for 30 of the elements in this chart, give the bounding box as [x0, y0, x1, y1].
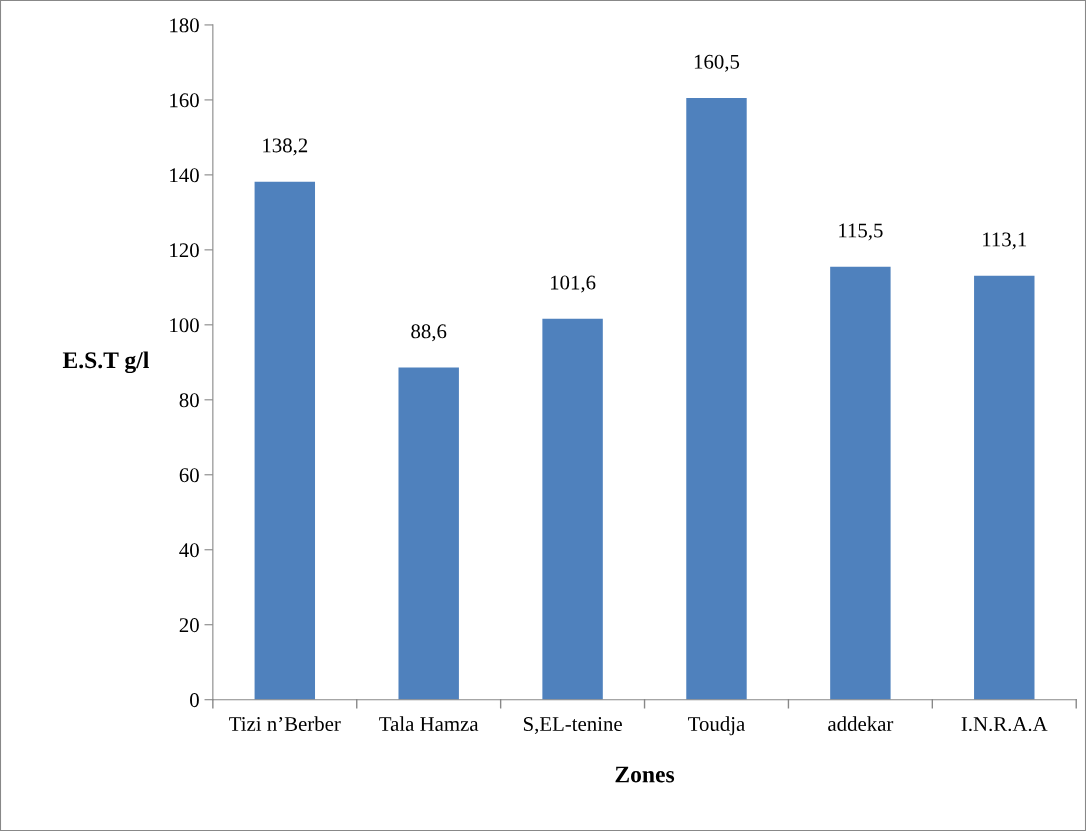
x-tick-label: I.N.R.A.A: [961, 717, 1048, 732]
data-label: 88,6: [411, 324, 447, 342]
y-tick-label: 100: [170, 318, 199, 333]
y-tick-label: 0: [190, 693, 199, 708]
x-tick-label: Toudja: [688, 716, 745, 736]
x-axis-title: Zones: [615, 766, 675, 783]
data-label: 113,1: [983, 232, 1027, 250]
y-tick-label: 160: [170, 93, 199, 108]
bar: [398, 367, 459, 700]
y-tick-label: 80: [179, 393, 199, 408]
bar: [542, 318, 603, 700]
y-tick-label: 20: [179, 618, 199, 633]
y-tick-label: 60: [179, 468, 199, 483]
data-label: 160,5: [694, 54, 740, 72]
x-tick-label: Tala Hamza: [379, 716, 479, 732]
x-tick-label: addekar: [828, 716, 894, 732]
data-label: 115,5: [839, 223, 883, 241]
bar: [974, 275, 1035, 700]
y-tick-label: 120: [170, 243, 199, 258]
data-label: 101,6: [550, 275, 596, 293]
bar: [254, 181, 316, 700]
y-tick-label: 40: [179, 543, 199, 558]
y-tick-label: 140: [170, 168, 199, 183]
x-tick-label: S,EL-tenine: [523, 717, 622, 735]
data-label: 138,2: [263, 138, 308, 156]
bar: [830, 266, 891, 700]
bar: [686, 98, 747, 700]
y-tick-label: 180: [170, 18, 199, 33]
y-axis-title: E.S.T g/l: [62, 351, 149, 374]
x-tick-label: Tizi n’Berber: [229, 716, 341, 732]
